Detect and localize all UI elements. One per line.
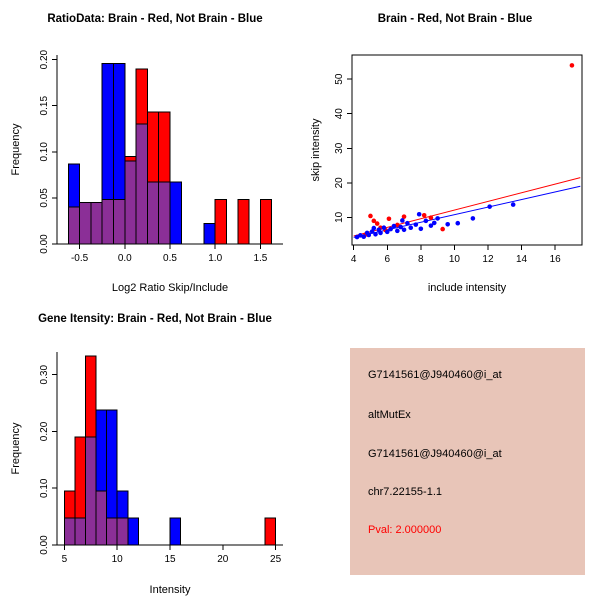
svg-text:1.0: 1.0 xyxy=(208,253,222,264)
svg-text:0.10: 0.10 xyxy=(39,478,50,498)
ratio-histogram-xlabel: Log2 Ratio Skip/Include xyxy=(111,282,229,294)
svg-text:4: 4 xyxy=(351,254,357,265)
svg-text:0.00: 0.00 xyxy=(39,234,50,254)
svg-text:10: 10 xyxy=(334,211,345,223)
gene-histogram-xlabel: Intensity xyxy=(149,584,191,596)
gene-histogram-ylabel: Frequency xyxy=(10,422,22,475)
svg-text:5: 5 xyxy=(62,554,68,565)
ratio-histogram-chart: -0.5 0.0 0.5 1.0 1.5 0.00 0.05 0.10 0.15 0.20 xyxy=(39,49,283,264)
svg-text:0.10: 0.10 xyxy=(39,142,50,162)
intensity-scatter-ylabel: skip intensity xyxy=(310,118,322,182)
svg-text:20: 20 xyxy=(217,554,229,565)
info-line-1: altMutEx xyxy=(368,409,411,421)
svg-text:30: 30 xyxy=(334,142,345,154)
ratio-histogram-ylabel: Frequency xyxy=(10,123,22,176)
svg-text:16: 16 xyxy=(550,254,562,265)
intensity-scatter-chart: 4 6 8 10 12 14 16 10 20 30 40 50 xyxy=(334,54,583,265)
svg-text:0.15: 0.15 xyxy=(39,96,50,116)
ratio-histogram-panel: -0.5 0.0 0.5 1.0 1.5 0.00 0.05 0.10 0.15 0.20 Rat… xyxy=(0,0,300,300)
svg-text:10: 10 xyxy=(449,254,461,265)
gene-histogram-panel: 5 10 15 20 25 0.00 0.10 0.20 0.30 Gene Itensity:… xyxy=(0,300,300,600)
info-line-2: G7141561@J940460@i_at xyxy=(368,448,502,460)
svg-text:1.5: 1.5 xyxy=(253,253,267,264)
svg-text:14: 14 xyxy=(516,254,528,265)
svg-text:10: 10 xyxy=(112,554,124,565)
gene-info-panel: G7141561@J940460@i_at altMutEx G7141561@… xyxy=(300,300,600,600)
svg-text:25: 25 xyxy=(270,554,282,565)
svg-text:50: 50 xyxy=(334,73,345,85)
svg-text:0.30: 0.30 xyxy=(39,365,50,385)
svg-text:0.0: 0.0 xyxy=(118,253,132,264)
intensity-scatter-title: Brain - Red, Not Brain - Blue xyxy=(377,13,533,25)
ratio-histogram-title: RatioData: Brain - Red, Not Brain - Blue xyxy=(47,13,263,25)
svg-text:0.05: 0.05 xyxy=(39,188,50,208)
svg-text:0.20: 0.20 xyxy=(39,49,50,69)
info-box: G7141561@J940460@i_at altMutEx G7141561@… xyxy=(350,348,585,575)
svg-text:-0.5: -0.5 xyxy=(71,253,89,264)
info-line-0: G7141561@J940460@i_at xyxy=(368,369,502,381)
svg-text:0.00: 0.00 xyxy=(39,535,50,555)
info-line-4: Pval: 2.000000 xyxy=(368,524,442,536)
svg-text:8: 8 xyxy=(418,254,424,265)
intensity-scatter-panel: 4 6 8 10 12 14 16 10 20 30 40 50 Brain - Red, Not B… xyxy=(300,0,600,300)
svg-text:0.20: 0.20 xyxy=(39,421,50,441)
svg-text:20: 20 xyxy=(334,177,345,189)
svg-text:40: 40 xyxy=(334,108,345,120)
gene-histogram-chart: 5 10 15 20 25 0.00 0.10 0.20 0.30 xyxy=(39,352,283,565)
svg-text:6: 6 xyxy=(384,254,390,265)
gene-histogram-title: Gene Itensity: Brain - Red, Not Brain - … xyxy=(38,313,272,325)
svg-text:0.5: 0.5 xyxy=(163,253,177,264)
intensity-scatter-xlabel: include intensity xyxy=(427,282,507,294)
svg-text:15: 15 xyxy=(164,554,176,565)
info-line-3: chr7.22155-1.1 xyxy=(368,486,442,498)
svg-text:12: 12 xyxy=(482,254,494,265)
